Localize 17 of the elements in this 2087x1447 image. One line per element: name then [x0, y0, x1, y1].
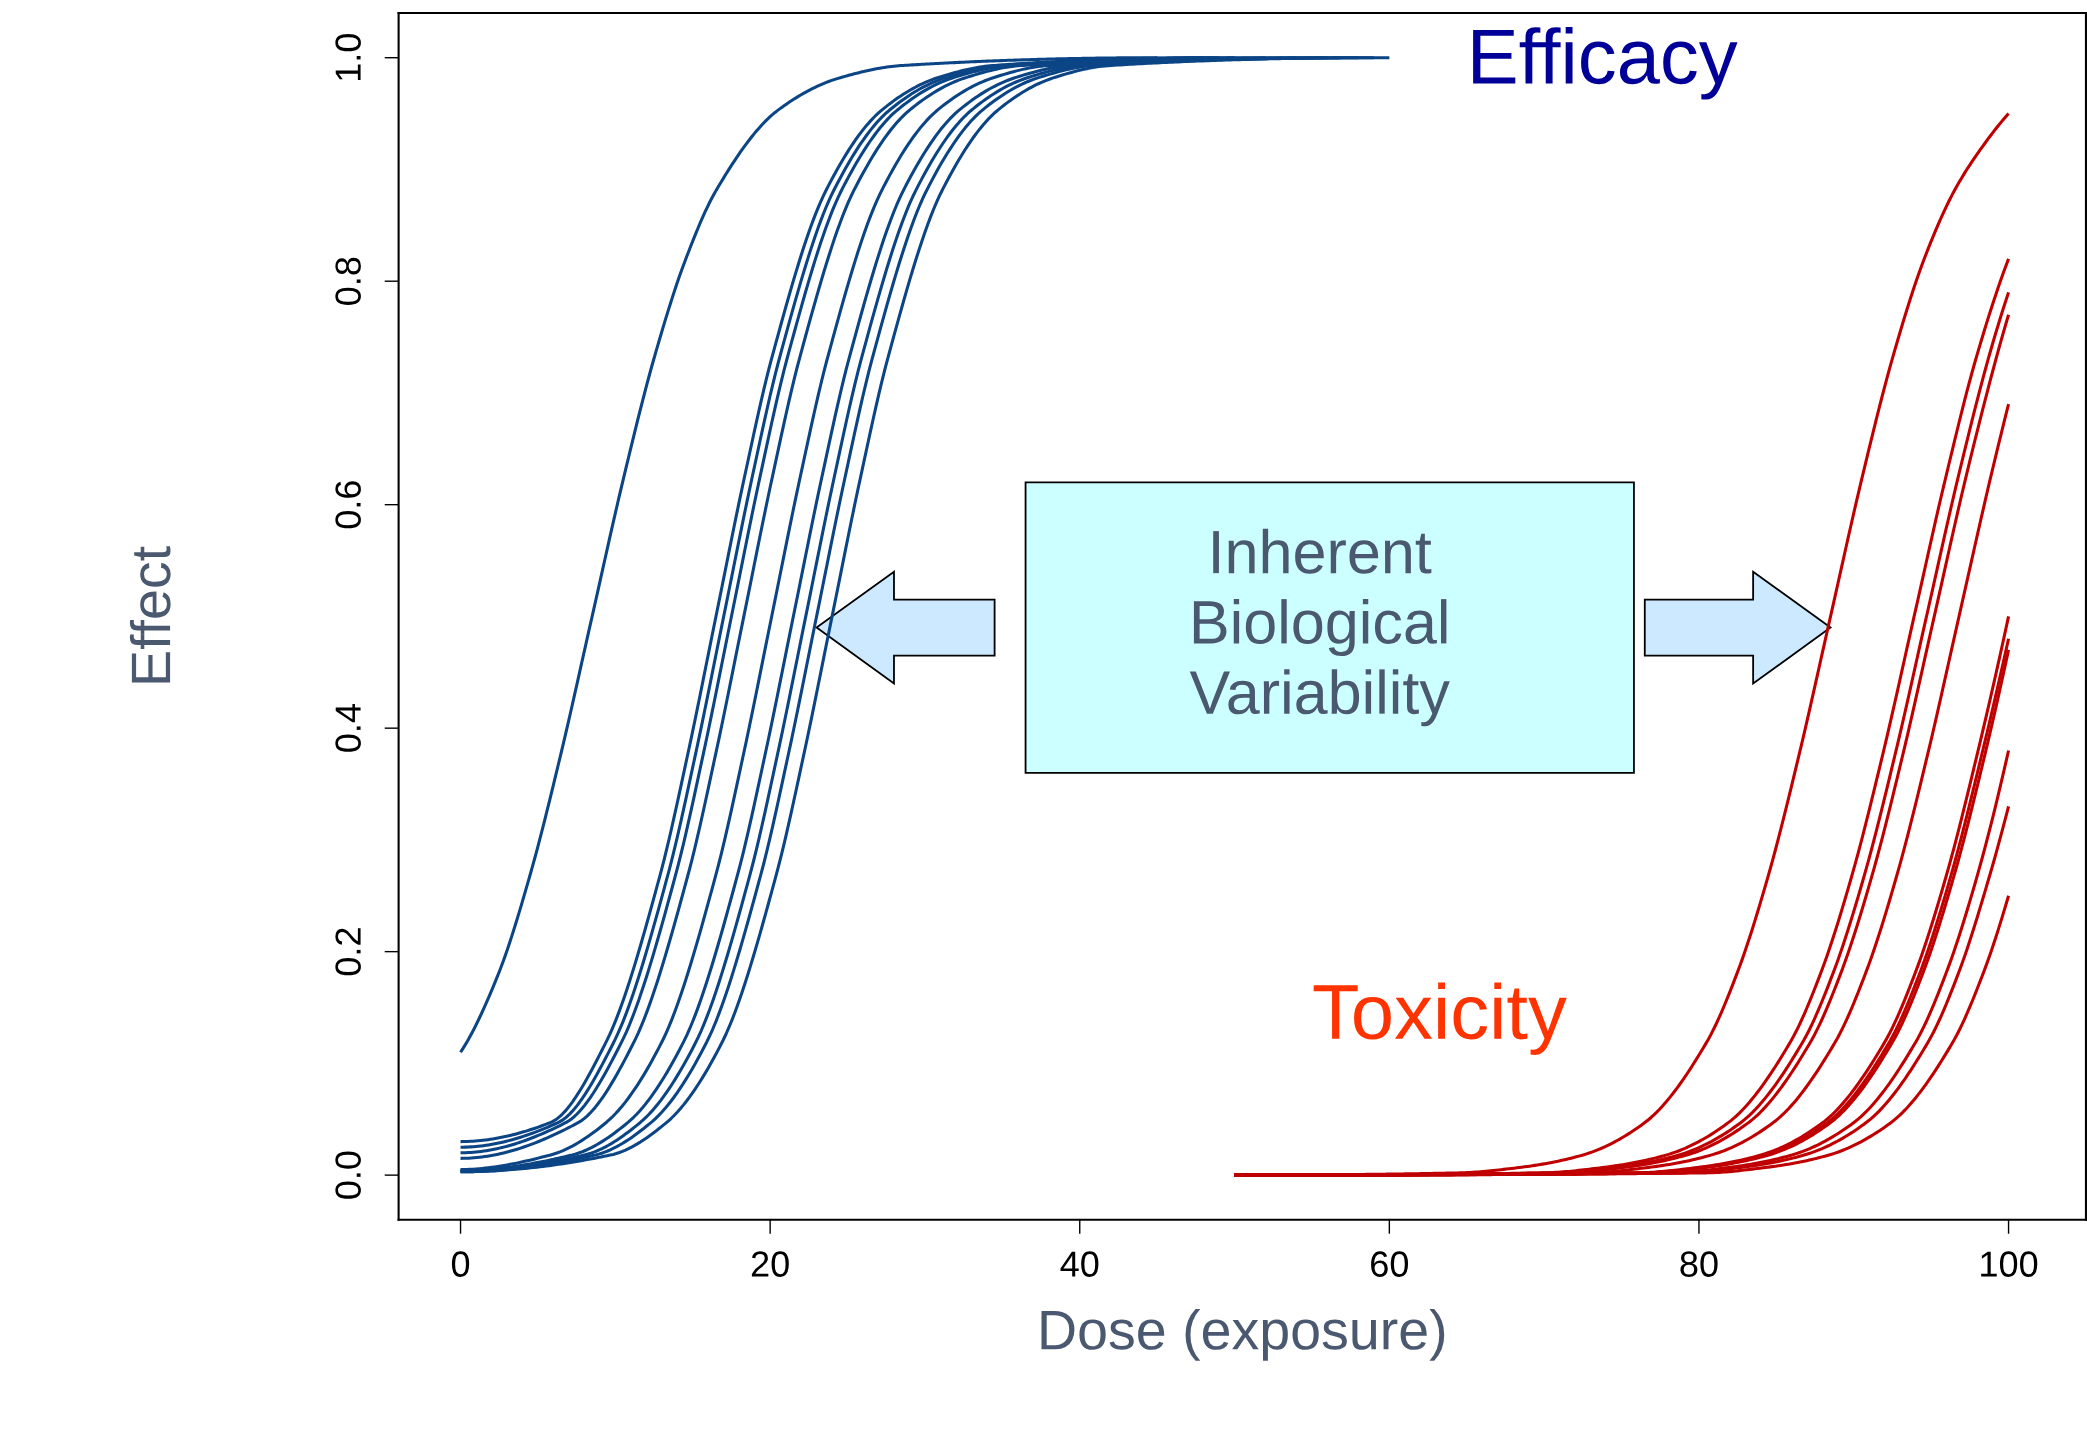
y-tick-label: 0.6: [335, 481, 361, 529]
x-tick-label: 80: [1680, 1251, 1718, 1277]
y-tick-label: 0.8: [335, 257, 361, 305]
annotation: Toxicity: [1313, 982, 1567, 1055]
x-axis-title: Dose (exposure): [1041, 1309, 1445, 1361]
x-tick-label: 60: [1371, 1251, 1409, 1277]
x-tick-label: 20: [751, 1251, 789, 1277]
annotation: Efficacy: [1473, 27, 1738, 100]
x-tick-label: 100: [1981, 1251, 2038, 1277]
annotation: Inherent Biological Variability: [1189, 528, 1450, 727]
y-tick-label: 0.2: [335, 928, 361, 976]
y-axis-title: Effect: [129, 546, 171, 683]
y-tick-label: 0.4: [335, 704, 361, 752]
y-tick-label: 1.0: [335, 34, 361, 81]
x-tick-label: 40: [1060, 1251, 1099, 1277]
x-tick-label: 0: [451, 1251, 470, 1277]
y-tick-label: 0.0: [335, 1151, 361, 1199]
